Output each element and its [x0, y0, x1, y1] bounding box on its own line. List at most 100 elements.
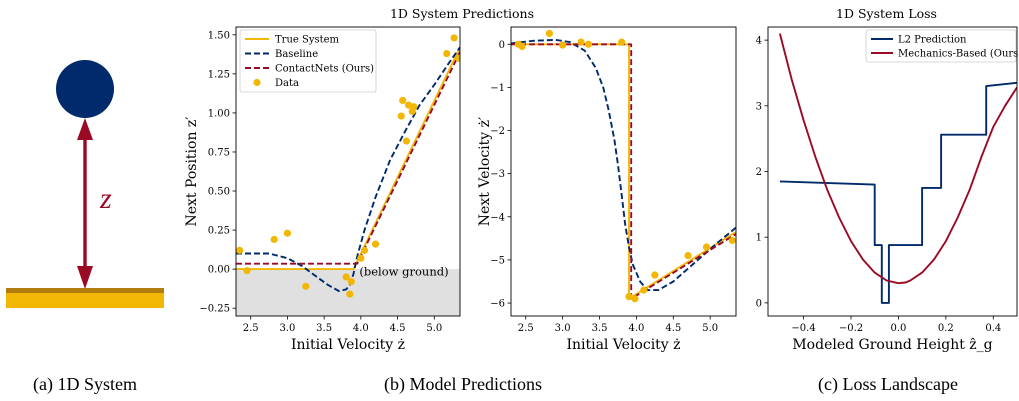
data-point [640, 286, 648, 294]
x-tick-label: 0.0 [890, 323, 906, 334]
ground-edge [6, 288, 164, 293]
x-tick-label: 3.5 [592, 323, 608, 334]
true-system-line [511, 43, 736, 300]
loss-title: 1D System Loss [836, 6, 937, 21]
data-point [443, 49, 451, 58]
ball [56, 60, 114, 118]
y-tick-label: −4 [490, 212, 505, 223]
y-tick-label: 3 [756, 101, 762, 112]
y-tick-label: 4 [756, 36, 762, 47]
legend-marker-data [253, 78, 261, 87]
legend-box [239, 29, 377, 93]
y-tick-label: 1.50 [208, 30, 230, 41]
data-point [518, 42, 526, 51]
position-xlabel: Initial Velocity ż [291, 337, 405, 353]
x-tick-label: 4.5 [390, 323, 406, 334]
position-legend: True System Baseline ContactNets (Ours) Dat… [239, 29, 377, 93]
data-point [584, 40, 593, 48]
data-point [270, 235, 278, 244]
data-point [402, 137, 410, 145]
y-tick-label: −5 [490, 255, 505, 266]
data-point [728, 236, 736, 245]
y-tick-label: −0.25 [199, 304, 230, 315]
velocity-chart-frame [510, 26, 737, 317]
legend-label-mechanics-based-ours: Mechanics-Based (Ours) [898, 49, 1019, 60]
position-chart-frame [235, 26, 461, 317]
position-chart: 2.5 3.0 3.5 4.0 4.5 5.0 −0.25 0.00 0.25 0.50 0.75 1… [184, 26, 461, 353]
height-arrow-head-down [77, 266, 93, 289]
x-tick-label: 3.0 [555, 323, 571, 334]
l2-prediction-line [779, 81, 1017, 304]
y-tick-label: 1 [756, 233, 762, 244]
contactnets-ours-line [511, 43, 736, 300]
data-point [545, 29, 553, 38]
data-point [559, 41, 567, 49]
y-tick-label: 0.75 [208, 147, 230, 158]
y-tick-label: 1.00 [208, 108, 230, 119]
x-tick-label: 4.0 [628, 323, 644, 334]
ground [6, 293, 164, 308]
caption-a: (a) 1D System [33, 374, 137, 395]
velocity-ylabel: Next Velocity ż′ [477, 117, 493, 226]
y-tick-label: −1 [490, 83, 505, 94]
data-point [371, 240, 380, 248]
data-point [450, 34, 458, 42]
x-tick-label: 4.0 [353, 323, 369, 334]
data-point [651, 271, 659, 279]
below-ground-annotation: (below ground) [359, 264, 448, 278]
legend-label-baseline: Baseline [275, 49, 318, 60]
y-tick-label: 0.50 [208, 187, 230, 198]
loss-legend: L2 Prediction Mechanics-Based (Ours) [865, 29, 1019, 63]
data-point [625, 292, 633, 301]
legend-label-contactnets-ours: ContactNets (Ours) [275, 64, 374, 75]
y-tick-label: −6 [490, 299, 505, 310]
data-point [357, 254, 365, 262]
data-point [243, 267, 251, 275]
data-point [342, 273, 350, 281]
data-point [702, 243, 711, 251]
data-point [631, 295, 639, 303]
x-tick-label: 5.0 [426, 323, 442, 334]
x-tick-label: 0.4 [985, 323, 1001, 334]
velocity-xlabel: Initial Velocity ż [566, 337, 680, 353]
panel-b-title: 1D System Predictions [390, 6, 534, 21]
x-tick-label: −0.2 [839, 323, 863, 334]
legend-box [865, 29, 1017, 63]
data-point [454, 54, 460, 62]
loss-chart-frame [767, 26, 1018, 317]
data-point [410, 103, 418, 111]
data-point [397, 112, 405, 120]
x-tick-label: −0.4 [791, 323, 815, 334]
legend-label-true-system: True System [275, 35, 340, 46]
data-point [347, 278, 355, 286]
panel-a-illustration: z [6, 60, 164, 308]
caption-c: (c) Loss Landscape [818, 374, 958, 395]
y-tick-label: −2 [490, 126, 505, 137]
loss-chart: 1D System Loss −0.4 −0.2 0.0 0.2 0.4 0 1 2 3 4 L2… [756, 6, 1019, 353]
mechanics-based-ours-line [778, 33, 1017, 285]
velocity-chart: 2.5 3.0 3.5 4.0 4.5 5.0 0 −1 −2 −3 −4 −5 −6 Initial … [477, 26, 737, 353]
y-tick-label: −3 [490, 169, 505, 180]
y-tick-label: 0 [499, 40, 505, 51]
data-point [236, 246, 244, 254]
height-arrow-head-up [77, 118, 93, 140]
y-tick-label: 2 [756, 167, 762, 178]
y-tick-label: 0 [756, 298, 762, 309]
legend-label-data: Data [275, 78, 299, 89]
x-tick-label: 0.2 [938, 323, 954, 334]
caption-b: (b) Model Predictions [384, 374, 542, 395]
data-point [283, 229, 292, 237]
x-tick-label: 2.5 [518, 323, 534, 334]
y-tick-label: 0.25 [208, 226, 230, 237]
y-tick-label: 0.00 [208, 265, 230, 276]
data-point [618, 38, 626, 46]
position-ylabel: Next Position z′ [184, 116, 200, 226]
y-tick-label: 1.25 [208, 69, 230, 80]
data-point [302, 282, 310, 290]
baseline-line [236, 46, 460, 292]
data-point [684, 252, 692, 260]
loss-xlabel: Modeled Ground Height ẑ_g [792, 337, 992, 353]
true-system-line [236, 46, 460, 271]
z-label: z [99, 182, 112, 215]
x-tick-label: 5.0 [702, 323, 718, 334]
